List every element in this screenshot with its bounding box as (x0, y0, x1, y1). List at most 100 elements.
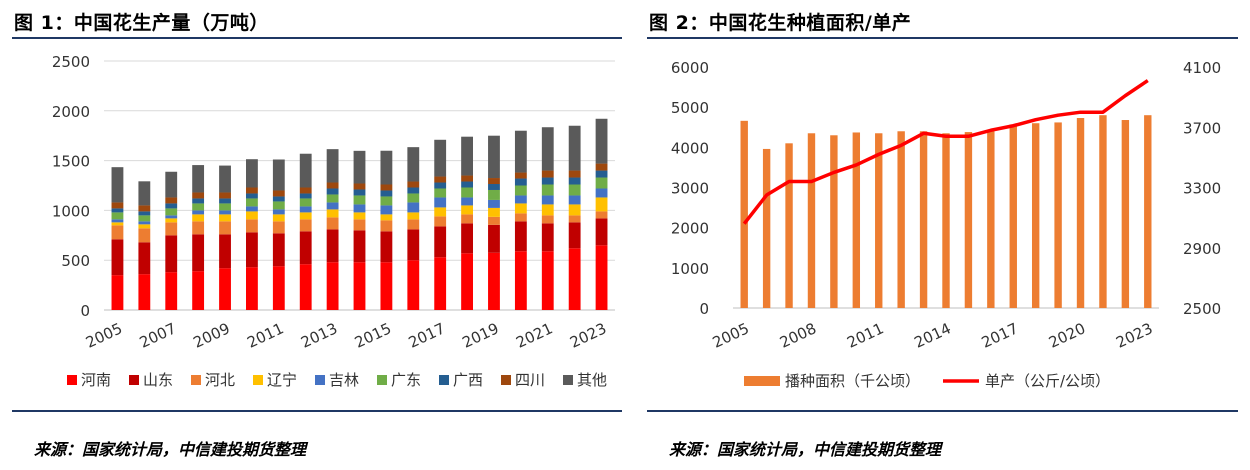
chart1-x-tick: 2009 (191, 319, 233, 351)
chart1-bar-segment (299, 198, 312, 207)
chart1-bar-segment (514, 213, 527, 222)
chart1-bar-segment (138, 211, 151, 216)
chart1-bar-segment (407, 219, 420, 230)
chart2-x-tick: 2020 (1046, 319, 1088, 351)
panel-peanut-production: 图 1：中国花生产量（万吨） 0 500 1000 1500 2000 2500 2005 2… (12, 0, 622, 470)
chart1-bar-segment (488, 207, 500, 217)
chart1-x-tick: 2013 (298, 319, 340, 351)
chart1-bar-segment (192, 234, 205, 272)
chart1-bar-segment (326, 194, 339, 203)
chart1-bar-segment (353, 183, 366, 190)
chart1-bar-segment (380, 220, 393, 232)
chart1-bar-segment (192, 192, 205, 199)
chart1-bar-segment (541, 170, 554, 178)
chart1-bar-segment (407, 229, 420, 261)
chart1-bar-segment (380, 196, 393, 206)
chart2-bar (1099, 115, 1107, 308)
chart1-legend-label: 吉林 (329, 371, 359, 389)
chart1-bar-segment (541, 195, 554, 205)
chart1-y-tick: 1000 (52, 202, 90, 220)
chart1-x-tick: 2011 (244, 319, 286, 351)
chart2-source: 来源：国家统计局，中信建投期货整理 (669, 440, 942, 459)
chart2-yield-line (742, 79, 1149, 225)
chart1-bar-segment (326, 149, 339, 183)
chart2-bar (852, 132, 861, 308)
chart1-bar-segment (192, 271, 205, 310)
chart1-legend-swatch (501, 375, 511, 385)
chart1-bar-segment (219, 234, 231, 269)
chart1-bar-segment (568, 170, 581, 178)
chart1-legend-label: 广西 (453, 371, 483, 389)
chart1-y-tick: 500 (61, 252, 90, 270)
chart1-bar-segment (541, 251, 554, 310)
chart1-bar-segment (299, 219, 312, 232)
chart1-bar-segment (595, 245, 608, 310)
panel-peanut-area-yield: 图 2：中国花生种植面积/单产 0 1000 2000 3000 4000 5000 600… (647, 0, 1238, 470)
chart1-bar-segment (434, 257, 447, 310)
chart2-plot: 0 1000 2000 3000 4000 5000 6000 2500 2900 3300 370… (671, 59, 1221, 390)
chart1-bar-segment (246, 198, 258, 207)
chart1-legend-label: 山东 (143, 371, 173, 389)
chart2-bar (919, 131, 928, 308)
chart1-bar-segment (326, 202, 339, 210)
chart1-bar-segment (514, 172, 527, 179)
chart2-top-rule (647, 37, 1238, 39)
chart1-legend-label: 广东 (391, 371, 421, 389)
chart1-bar-segment (272, 233, 285, 267)
chart1-bar-segment (541, 204, 554, 216)
chart1-legend-swatch (377, 375, 387, 385)
chart1-bar-segment (514, 130, 527, 173)
chart2-left-y-tick: 5000 (671, 99, 709, 117)
chart1-bar-segment (595, 177, 608, 189)
chart1-bar-segment (407, 260, 420, 310)
chart1-x-tick: 2005 (83, 319, 125, 351)
chart1-bar-segment (219, 198, 231, 204)
chart1-legend-label: 四川 (515, 371, 545, 389)
chart1-bar-segment (165, 197, 178, 204)
chart2-bar (762, 148, 771, 308)
chart2-bar (830, 135, 838, 308)
chart1-bar-segment (299, 206, 312, 213)
chart1-bar-segment (192, 221, 205, 235)
chart1-y-tick: 1500 (52, 153, 90, 171)
chart1-bar-segment (192, 210, 205, 215)
chart1-bar-segment (568, 248, 581, 310)
chart2-right-y-tick: 2900 (1183, 240, 1221, 258)
chart1-legend-swatch (563, 375, 573, 385)
chart1-x-tick: 2023 (567, 319, 609, 351)
chart1-bar-segment (541, 215, 554, 224)
chart1-bar-segment (568, 215, 581, 223)
chart2-bar (964, 132, 973, 308)
chart1-bar-segment (595, 197, 608, 212)
chart1-bar-segment (353, 195, 366, 205)
chart1-legend-swatch (191, 375, 201, 385)
chart1-bar-segment (111, 222, 124, 226)
chart1-bar-segment (246, 219, 258, 233)
chart1-x-tick: 2015 (352, 319, 394, 351)
chart1-bar-segment (541, 127, 554, 171)
chart1-bar-segment (246, 206, 258, 212)
chart1-bar-segment (272, 209, 285, 215)
chart1-legend-swatch (315, 375, 325, 385)
chart1-bar-segment (461, 205, 473, 215)
chart1-bar-segment (272, 221, 285, 234)
chart2-bar (1121, 120, 1130, 309)
chart1-bar-segment (111, 225, 124, 240)
chart1-bar-segment (111, 275, 124, 310)
chart1-bar-segment (514, 185, 527, 196)
chart1-bar-segment (111, 167, 124, 203)
chart1-bar-segment (380, 184, 393, 191)
chart2-x-tick: 2017 (979, 319, 1021, 351)
chart1-bar-segment (488, 189, 500, 200)
chart1-legend-swatch (67, 375, 77, 385)
chart2-right-y-tick: 3300 (1183, 180, 1221, 198)
chart1-bar-segment (299, 193, 312, 199)
chart1-bar-segment (246, 267, 258, 310)
chart1-bar-segment (407, 202, 420, 213)
chart2-legend-swatch-area (744, 376, 780, 386)
chart2-right-y-tick: 2500 (1183, 300, 1221, 318)
chart1-bar-segment (111, 202, 124, 209)
chart2-bar (740, 120, 748, 308)
chart1-bar-segment (165, 272, 178, 310)
chart1-bar-segment (461, 187, 473, 198)
